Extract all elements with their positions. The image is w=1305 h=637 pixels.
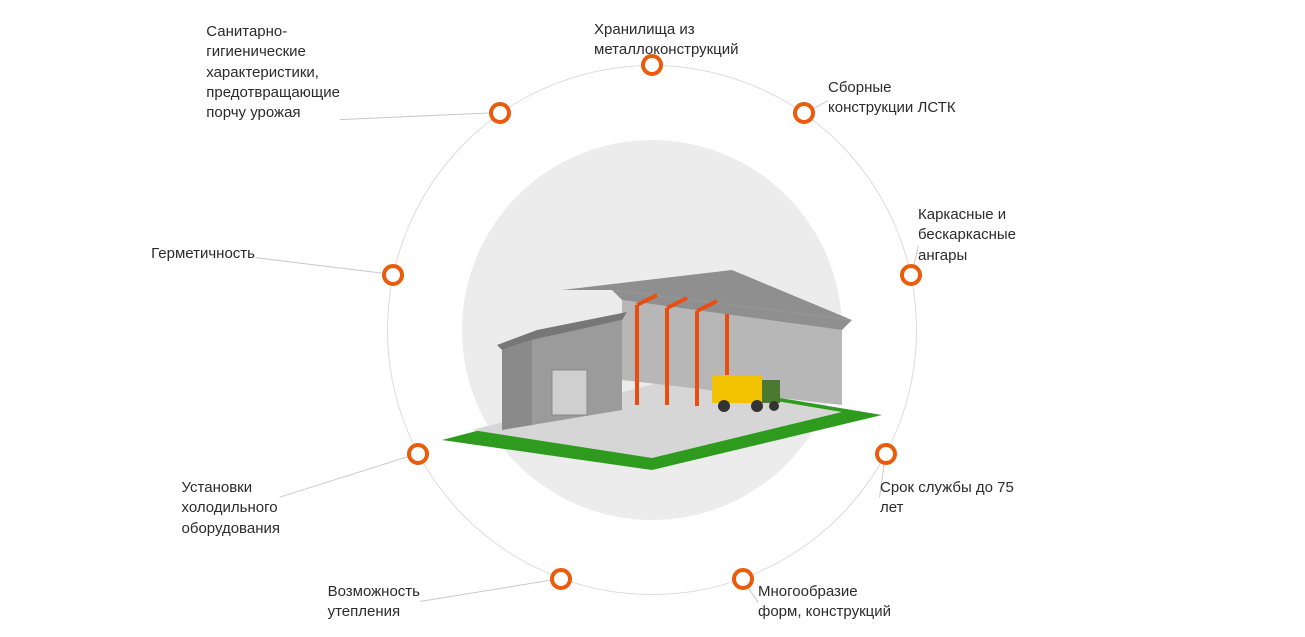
warehouse-illustration [412,230,892,470]
connector-left-1 [340,112,500,120]
connector-left-2 [255,257,393,275]
feature-label-left-2: Герметичность [151,244,255,264]
connector-bottom-left [420,578,562,602]
feature-label-left-3: Установки холодильного оборудования [182,478,280,539]
feature-label-left-1: Санитарно- гигиенические характеристики,… [206,22,340,123]
feature-node-left-3 [407,443,429,465]
feature-node-bottom-left [550,568,572,590]
feature-label-bottom-left: Возможность утепления [328,582,420,623]
feature-node-right-3 [875,443,897,465]
feature-node-right-1 [793,102,815,124]
connector-left-3 [280,453,418,498]
feature-node-bottom-right [732,568,754,590]
feature-label-right-3: Срок службы до 75 лет [880,478,1014,519]
feature-label-bottom-right: Многообразие форм, конструкций [758,582,891,623]
feature-node-left-2 [382,264,404,286]
infographic-stage: Хранилища из металлоконструкций Сборные к… [0,0,1305,637]
feature-label-right-2: Каркасные и бескаркасные ангары [918,205,1016,266]
feature-label-top: Хранилища из металлоконструкций [594,20,739,61]
feature-node-right-2 [900,264,922,286]
feature-label-right-1: Сборные конструкции ЛСТК [828,78,956,119]
feature-node-left-1 [489,102,511,124]
